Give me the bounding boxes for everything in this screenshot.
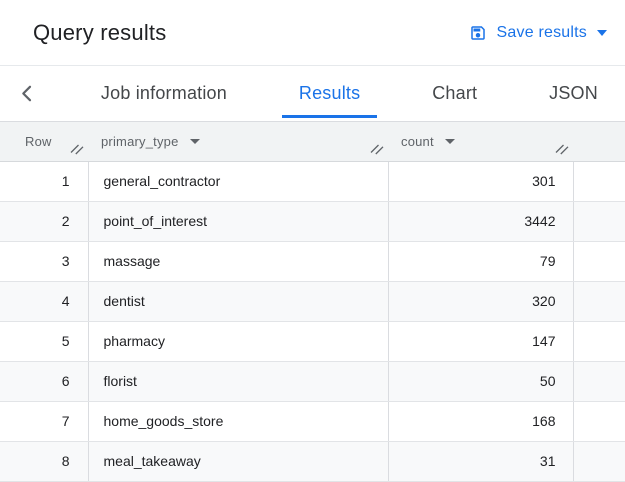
column-header-primary-type: primary_type (88, 122, 388, 162)
save-results-button[interactable]: Save results (465, 18, 611, 48)
row-number-cell: 3 (0, 241, 89, 282)
spacer-cell (573, 321, 625, 362)
tab-label: Job information (100, 83, 227, 103)
save-results-label: Save results (496, 23, 587, 41)
primary-type-cell: massage (88, 241, 389, 282)
spacer-cell (573, 401, 625, 442)
sort-menu-caret-icon[interactable] (444, 138, 455, 144)
column-header-spacer (573, 122, 625, 162)
row-number-cell: 2 (0, 201, 89, 242)
column-resize-handle[interactable] (555, 143, 570, 155)
primary-type-cell: pharmacy (88, 321, 389, 362)
table-row: 3 massage 79 (0, 241, 625, 282)
column-header-row: Row (0, 122, 88, 162)
table-row: 7 home_goods_store 168 (0, 401, 625, 442)
caret-down-icon (597, 29, 607, 36)
page-title: Query results (33, 19, 167, 45)
spacer-cell (573, 281, 625, 322)
table-header: Row primary_type c (0, 122, 625, 162)
spacer-cell (573, 441, 625, 482)
tab-label: JSON (549, 83, 598, 103)
column-header-label: count (401, 133, 434, 149)
spacer-cell (573, 361, 625, 402)
count-cell: 301 (388, 161, 574, 202)
count-cell: 168 (388, 401, 574, 442)
results-table: Row primary_type c (0, 122, 625, 482)
tab-results[interactable]: Results (281, 66, 378, 121)
row-number-cell: 6 (0, 361, 89, 402)
row-number-cell: 8 (0, 441, 89, 482)
row-number-cell: 4 (0, 281, 89, 322)
scroll-tabs-left-button[interactable] (6, 66, 46, 121)
tab-job-information[interactable]: Job information (84, 66, 244, 121)
count-cell: 3442 (388, 201, 574, 242)
count-cell: 147 (388, 321, 574, 362)
spacer-cell (573, 241, 625, 282)
row-number-cell: 7 (0, 401, 89, 442)
table-row: 2 point_of_interest 3442 (0, 201, 625, 242)
column-header-label: Row (25, 133, 52, 149)
tab-chart[interactable]: Chart (415, 66, 494, 121)
table-row: 8 meal_takeaway 31 (0, 441, 625, 482)
tab-label: Results (298, 83, 361, 103)
row-number-cell: 1 (0, 161, 89, 202)
tab-label: Chart (432, 83, 478, 103)
count-cell: 320 (388, 281, 574, 322)
chevron-left-icon (21, 85, 32, 102)
primary-type-cell: general_contractor (88, 161, 389, 202)
column-resize-handle[interactable] (370, 143, 385, 155)
table-row: 4 dentist 320 (0, 281, 625, 322)
count-cell: 79 (388, 241, 574, 282)
table-row: 6 florist 50 (0, 361, 625, 402)
column-resize-handle[interactable] (70, 143, 85, 155)
count-cell: 50 (388, 361, 574, 402)
panel-header: Query results Save results (0, 0, 625, 66)
tab-json[interactable]: JSON (532, 66, 615, 121)
primary-type-cell: dentist (88, 281, 389, 322)
count-cell: 31 (388, 441, 574, 482)
spacer-cell (573, 161, 625, 202)
column-header-count: count (388, 122, 573, 162)
results-tabbar: Job information Results Chart JSON (0, 66, 625, 122)
table-row: 1 general_contractor 301 (0, 161, 625, 202)
table-row: 5 pharmacy 147 (0, 321, 625, 362)
column-header-label: primary_type (101, 133, 179, 149)
sort-menu-caret-icon[interactable] (189, 138, 200, 144)
primary-type-cell: point_of_interest (88, 201, 389, 242)
save-icon (469, 24, 487, 42)
table-body: 1 general_contractor 301 2 point_of_inte… (0, 161, 625, 482)
spacer-cell (573, 201, 625, 242)
primary-type-cell: home_goods_store (88, 401, 389, 442)
primary-type-cell: florist (88, 361, 389, 402)
primary-type-cell: meal_takeaway (88, 441, 389, 482)
row-number-cell: 5 (0, 321, 89, 362)
